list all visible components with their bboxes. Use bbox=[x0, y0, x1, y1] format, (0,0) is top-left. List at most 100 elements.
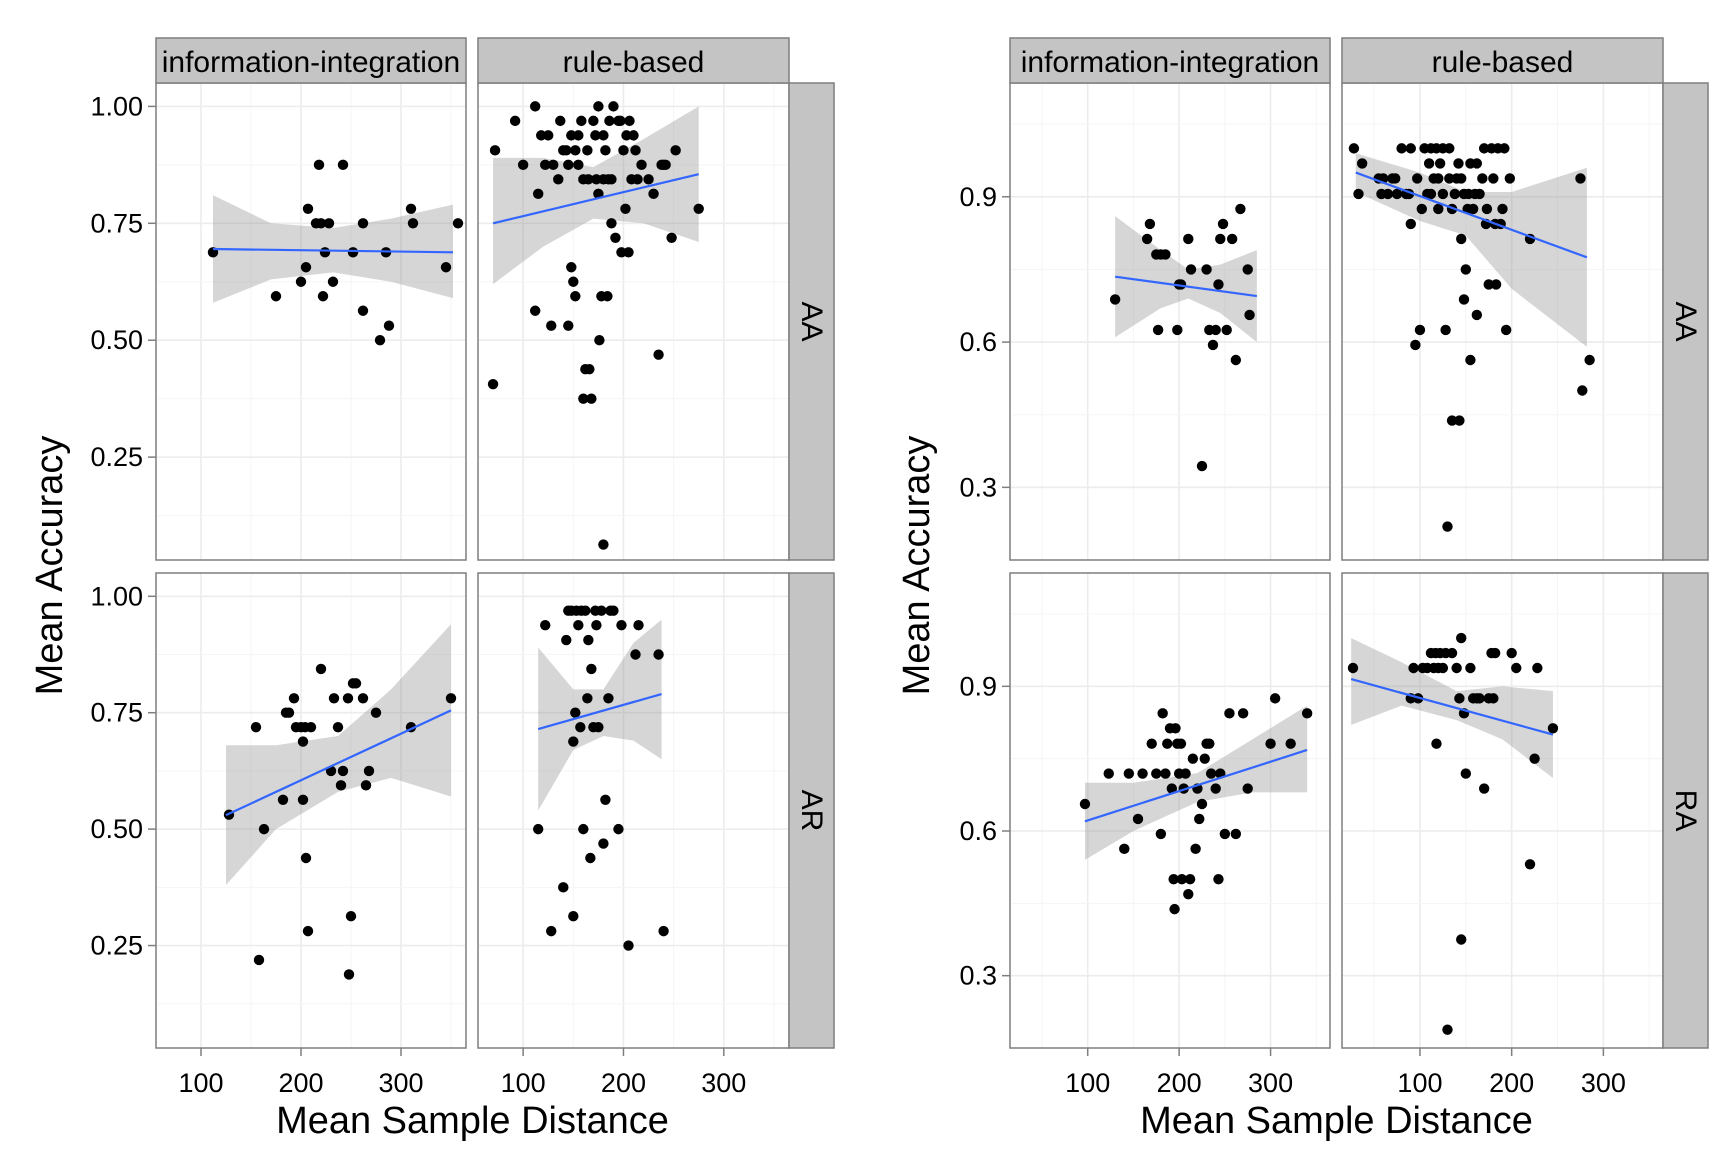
data-point bbox=[332, 721, 344, 733]
data-point bbox=[653, 649, 664, 660]
data-point bbox=[582, 693, 593, 704]
y-tick-label: 0.9 bbox=[959, 182, 997, 212]
data-point bbox=[1547, 723, 1559, 734]
data-point bbox=[1584, 354, 1595, 366]
data-point bbox=[578, 823, 589, 835]
data-point bbox=[598, 130, 609, 141]
data-point bbox=[561, 634, 572, 646]
data-point bbox=[1151, 768, 1162, 779]
data-point bbox=[1456, 173, 1467, 184]
data-point bbox=[1079, 798, 1091, 810]
data-point bbox=[582, 145, 593, 156]
data-point bbox=[1575, 173, 1586, 184]
data-point bbox=[1217, 218, 1229, 230]
panel-border bbox=[1009, 572, 1331, 1049]
data-point bbox=[1237, 708, 1249, 719]
data-point bbox=[317, 291, 329, 302]
data-point bbox=[1183, 888, 1194, 900]
data-point bbox=[313, 159, 325, 171]
data-point bbox=[1414, 324, 1426, 336]
data-point bbox=[586, 663, 597, 675]
y-tick-label: 0.50 bbox=[90, 814, 143, 844]
panel-information-integration-AA: 0.25 0.50 0.75 1.00 bbox=[90, 82, 467, 561]
data-point bbox=[1408, 662, 1419, 674]
x-tick-label: 100 bbox=[501, 1068, 546, 1098]
y-axis-title: Mean Accuracy bbox=[29, 436, 71, 696]
x-axis-title: Mean Sample Distance bbox=[276, 1100, 669, 1142]
y-tick-label: 0.25 bbox=[90, 931, 143, 961]
data-point bbox=[1242, 783, 1253, 794]
panel-information-integration-RA: 0.3 0.6 0.9 100 200 300 bbox=[959, 572, 1331, 1098]
data-point bbox=[319, 247, 331, 258]
data-point bbox=[1141, 233, 1153, 245]
data-point bbox=[1458, 294, 1470, 305]
data-point bbox=[1152, 324, 1164, 336]
data-points bbox=[532, 605, 669, 951]
data-point bbox=[1230, 354, 1242, 366]
gridlines bbox=[1342, 83, 1663, 561]
data-point bbox=[1219, 828, 1231, 840]
data-point bbox=[1444, 143, 1455, 154]
data-point bbox=[606, 174, 617, 185]
x-tick-label: 300 bbox=[701, 1068, 746, 1098]
data-point bbox=[1465, 354, 1476, 366]
data-point bbox=[1353, 188, 1364, 200]
data-point bbox=[1137, 768, 1148, 779]
data-point bbox=[1347, 662, 1359, 674]
data-point bbox=[596, 605, 607, 616]
confidence-band bbox=[1355, 153, 1587, 347]
data-point bbox=[1456, 632, 1467, 644]
data-point bbox=[1504, 173, 1516, 184]
data-point bbox=[1434, 158, 1446, 169]
data-point bbox=[363, 765, 375, 777]
y-tick-label: 0.6 bbox=[959, 816, 997, 846]
y-tick-label: 0.75 bbox=[90, 208, 143, 238]
data-point bbox=[1175, 738, 1187, 749]
data-point bbox=[653, 349, 664, 360]
data-point bbox=[608, 605, 619, 616]
data-point bbox=[1423, 158, 1435, 169]
x-tick-label: 100 bbox=[1065, 1068, 1110, 1098]
data-point bbox=[1405, 143, 1416, 154]
data-point bbox=[628, 130, 639, 141]
fit-line bbox=[225, 709, 452, 817]
data-point bbox=[558, 882, 569, 893]
data-point bbox=[509, 115, 521, 127]
data-point bbox=[1160, 249, 1171, 260]
panel-rule-based-AR: 100 200 300 bbox=[477, 572, 790, 1098]
data-points bbox=[1079, 693, 1313, 915]
data-point bbox=[328, 693, 340, 704]
data-point bbox=[305, 721, 317, 733]
data-point bbox=[1488, 693, 1499, 704]
data-point bbox=[548, 159, 559, 171]
data-point bbox=[618, 145, 629, 156]
data-point bbox=[327, 276, 339, 287]
data-point bbox=[1160, 768, 1171, 779]
data-point bbox=[598, 539, 609, 550]
data-point bbox=[1396, 143, 1407, 154]
data-point bbox=[1168, 874, 1179, 885]
data-point bbox=[555, 115, 566, 127]
data-point bbox=[323, 218, 335, 229]
data-point bbox=[297, 736, 309, 747]
data-point bbox=[568, 276, 579, 287]
data-point bbox=[532, 188, 544, 200]
data-point bbox=[1119, 843, 1130, 855]
data-point bbox=[1215, 233, 1226, 245]
panel-background bbox=[1010, 83, 1330, 560]
panel-background bbox=[156, 83, 466, 560]
data-point bbox=[570, 291, 581, 302]
data-point bbox=[529, 305, 541, 316]
data-point bbox=[1405, 218, 1416, 230]
data-point bbox=[1157, 708, 1168, 719]
data-point bbox=[1437, 188, 1449, 200]
data-point bbox=[487, 378, 499, 390]
column-strip-label: rule-based bbox=[1432, 46, 1574, 79]
data-points bbox=[1347, 632, 1559, 1035]
panel-rule-based-AA bbox=[1341, 82, 1664, 561]
data-point bbox=[608, 101, 619, 112]
data-point bbox=[568, 736, 579, 747]
column-strip bbox=[477, 37, 790, 84]
data-point bbox=[1460, 768, 1472, 779]
data-point bbox=[1210, 783, 1221, 794]
